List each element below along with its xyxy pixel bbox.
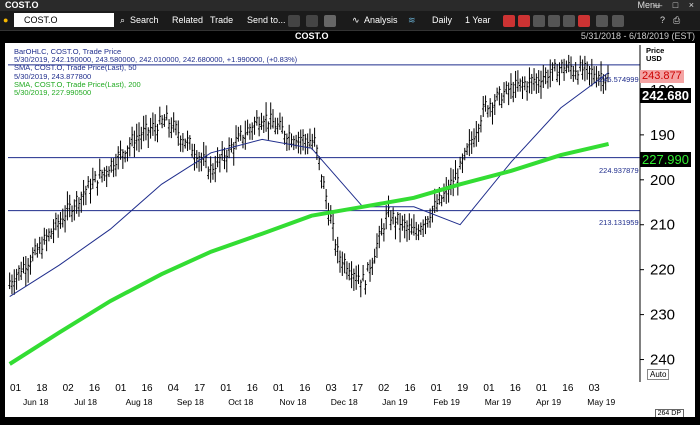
x-day-label: 01 <box>220 383 232 394</box>
window-title: COST.O <box>5 0 39 10</box>
undo-icon[interactable] <box>288 13 300 27</box>
chart-legend: BarOHLC, COST.O, Trade Price 5/30/2019, … <box>14 47 298 98</box>
y-tick-label: 230 <box>650 307 675 324</box>
compare-icon[interactable]: ≋ <box>408 15 416 25</box>
x-day-label: 01 <box>10 383 22 394</box>
x-month-label: Oct 18 <box>228 397 254 407</box>
x-day-label: 16 <box>246 383 258 394</box>
hline-label-213: 213.131959 <box>599 218 639 227</box>
x-day-label: 16 <box>509 383 521 394</box>
analysis-icon: ∿ <box>352 15 360 25</box>
x-month-label: Sep 18 <box>176 397 204 407</box>
x-day-label: 03 <box>588 383 600 394</box>
footer-bar <box>0 417 700 425</box>
y-tick-label: 200 <box>650 172 675 189</box>
menu-button[interactable]: Menu <box>637 0 660 10</box>
analysis-menu[interactable]: Analysis <box>364 15 398 25</box>
help-icon[interactable]: ? <box>660 15 666 25</box>
x-day-label: 17 <box>194 383 206 394</box>
sma50-line <box>9 72 609 298</box>
search-button[interactable]: Search <box>130 15 159 25</box>
expand-icon[interactable] <box>596 13 608 27</box>
legend-bars: BarOHLC, COST.O, Trade Price <box>14 47 122 56</box>
x-day-label: 16 <box>404 383 416 394</box>
x-day-label: 02 <box>378 383 390 394</box>
draw-tool-icon[interactable] <box>533 13 545 27</box>
legend-sma50: SMA, COST.O, Trade Price(Last), 50 <box>14 63 137 73</box>
x-month-label: Apr 19 <box>536 397 562 407</box>
window-controls[interactable]: — □ × <box>653 0 698 10</box>
x-day-label: 03 <box>325 383 337 394</box>
print-icon[interactable]: ⎙ <box>673 15 681 25</box>
x-day-label: 16 <box>562 383 574 394</box>
symbol-input[interactable]: COST.O <box>14 13 114 27</box>
y-tick-label: 240 <box>650 352 675 369</box>
zoom-icon[interactable] <box>578 13 590 27</box>
x-day-label: 16 <box>88 383 101 394</box>
legend-sma200: SMA, COST.O, Trade Price(Last), 200 <box>14 79 141 89</box>
range-dropdown[interactable]: 1 Year <box>465 15 491 25</box>
x-day-label: 01 <box>273 383 285 394</box>
x-axis: 01 18 02 16 01 16 04 17 01 16 01 16 03 17 02 16 01 19 01 16… <box>5 383 646 413</box>
x-day-label: 01 <box>430 383 442 394</box>
y-tick-label: 220 <box>650 262 675 279</box>
legend-sma50-value: 5/30/2019, 243.877800 <box>14 71 92 81</box>
x-day-label: 19 <box>457 383 469 394</box>
trade-menu[interactable]: Trade <box>210 15 234 25</box>
chart-symbol: COST.O <box>295 31 329 41</box>
folder-icon[interactable] <box>324 13 336 27</box>
chart-date-range: 5/31/2018 - 6/18/2019 (EST) <box>580 31 695 41</box>
sma50-badge: 243.877 <box>640 70 684 83</box>
x-month-label: Aug 18 <box>125 397 153 407</box>
chart-header: COST.O 5/31/2018 - 6/18/2019 (EST) <box>5 31 695 43</box>
y-axis-title-unit: USD <box>646 54 662 63</box>
related-menu[interactable]: Related <box>172 15 204 25</box>
chart-panel[interactable] <box>5 43 695 417</box>
y-axis-title-price: Price <box>646 46 665 55</box>
toolbar: ● COST.O ⌕ Search Related Trade Send to.… <box>0 11 700 31</box>
link-icon[interactable]: ● <box>3 15 9 25</box>
x-day-label: 01 <box>536 383 548 394</box>
sma200-badge: 227.990 <box>640 152 691 167</box>
legend-bars-values: 5/30/2019, 242.150000, 243.580000, 242.0… <box>14 55 298 65</box>
x-day-label: 16 <box>299 383 311 394</box>
x-month-label: Jun 18 <box>23 397 49 407</box>
hline-label-245: 245.574999 <box>599 75 639 84</box>
x-day-label: 18 <box>36 383 48 394</box>
x-month-label: Jan 19 <box>382 397 408 407</box>
x-month-label: Dec 18 <box>330 397 358 407</box>
redo-icon[interactable] <box>306 13 318 27</box>
hline-label-224: 224.937879 <box>599 166 639 175</box>
x-month-label: May 19 <box>587 397 616 407</box>
sma200-line <box>8 141 610 366</box>
x-month-label: Feb 19 <box>433 397 460 407</box>
interval-dropdown[interactable]: Daily <box>432 15 453 25</box>
auto-scale-button[interactable]: Auto <box>647 369 670 380</box>
send-to-menu[interactable]: Send to... <box>247 15 286 25</box>
x-month-label: Nov 18 <box>279 397 307 407</box>
search-icon[interactable]: ⌕ <box>120 15 126 25</box>
y-tick-label: 190 <box>650 127 675 144</box>
x-day-label: 01 <box>483 383 495 394</box>
bar-chart-icon[interactable] <box>518 13 530 27</box>
last-price-badge: 242.680 <box>640 88 691 103</box>
y-axis-title: Price USD <box>646 47 664 63</box>
line-chart-icon[interactable] <box>503 13 515 27</box>
x-day-label: 17 <box>351 383 364 394</box>
x-day-label: 04 <box>167 383 179 394</box>
share-icon[interactable] <box>612 13 624 27</box>
x-day-label: 01 <box>115 383 127 394</box>
crosshair-icon[interactable] <box>548 13 560 27</box>
x-day-label: 16 <box>141 383 153 394</box>
x-month-label: Jul 18 <box>74 397 97 407</box>
legend-sma200-value: 5/30/2019, 227.990500 <box>14 88 92 98</box>
x-day-label: 02 <box>62 383 74 394</box>
x-month-label: Mar 19 <box>484 397 512 407</box>
title-bar: COST.O Menu — □ × <box>0 0 700 11</box>
y-tick-label: 210 <box>650 217 675 234</box>
settings-icon[interactable] <box>563 13 575 27</box>
